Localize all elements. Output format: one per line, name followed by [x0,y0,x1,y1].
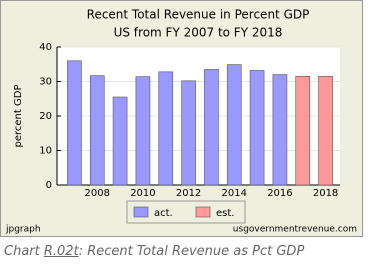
legend-label: act. [154,208,173,219]
bar [135,76,151,186]
footer-left: jpgraph [5,225,41,235]
bar [272,74,288,186]
chart: Recent Total Revenue in Percent GDP US f… [0,0,363,237]
y-axis-label: percent GDP [13,85,24,148]
x-tick-label: 2018 [313,188,338,199]
bar [318,76,333,186]
x-tick-label: 2014 [222,188,247,199]
y-tick-label: 0 [46,180,52,191]
footer-right: usgovernmentrevenue.com [233,225,357,235]
bar [158,71,174,186]
bar [295,76,311,186]
x-tick-label: 2016 [267,188,292,199]
caption: Chart R.02t: Recent Total Revenue as Pct… [4,244,304,259]
bar [249,70,265,186]
y-tick-label: 10 [39,146,52,157]
chart-title: Recent Total Revenue in Percent GDP [87,8,310,22]
legend-label: est. [216,208,234,219]
x-tick-label: 2010 [130,188,155,199]
caption-prefix: Chart [4,244,40,259]
bar [67,60,82,186]
x-tick-label: 2008 [85,188,110,199]
caption-suffix: : Recent Total Revenue as Pct GDP [78,244,305,259]
bar [204,69,219,186]
bar [181,80,196,186]
legend-swatch [195,206,211,218]
caption-link[interactable]: R.02t [43,244,79,259]
y-tick-label: 30 [39,77,52,88]
legend-swatch [133,206,149,218]
y-tick-label: 20 [39,111,52,122]
x-tick-label: 2012 [176,188,201,199]
bar [89,75,105,186]
bar [112,96,128,186]
legend-box [126,200,246,224]
bar [226,64,242,186]
chart-subtitle: US from FY 2007 to FY 2018 [114,26,283,40]
y-tick-label: 40 [39,42,52,53]
